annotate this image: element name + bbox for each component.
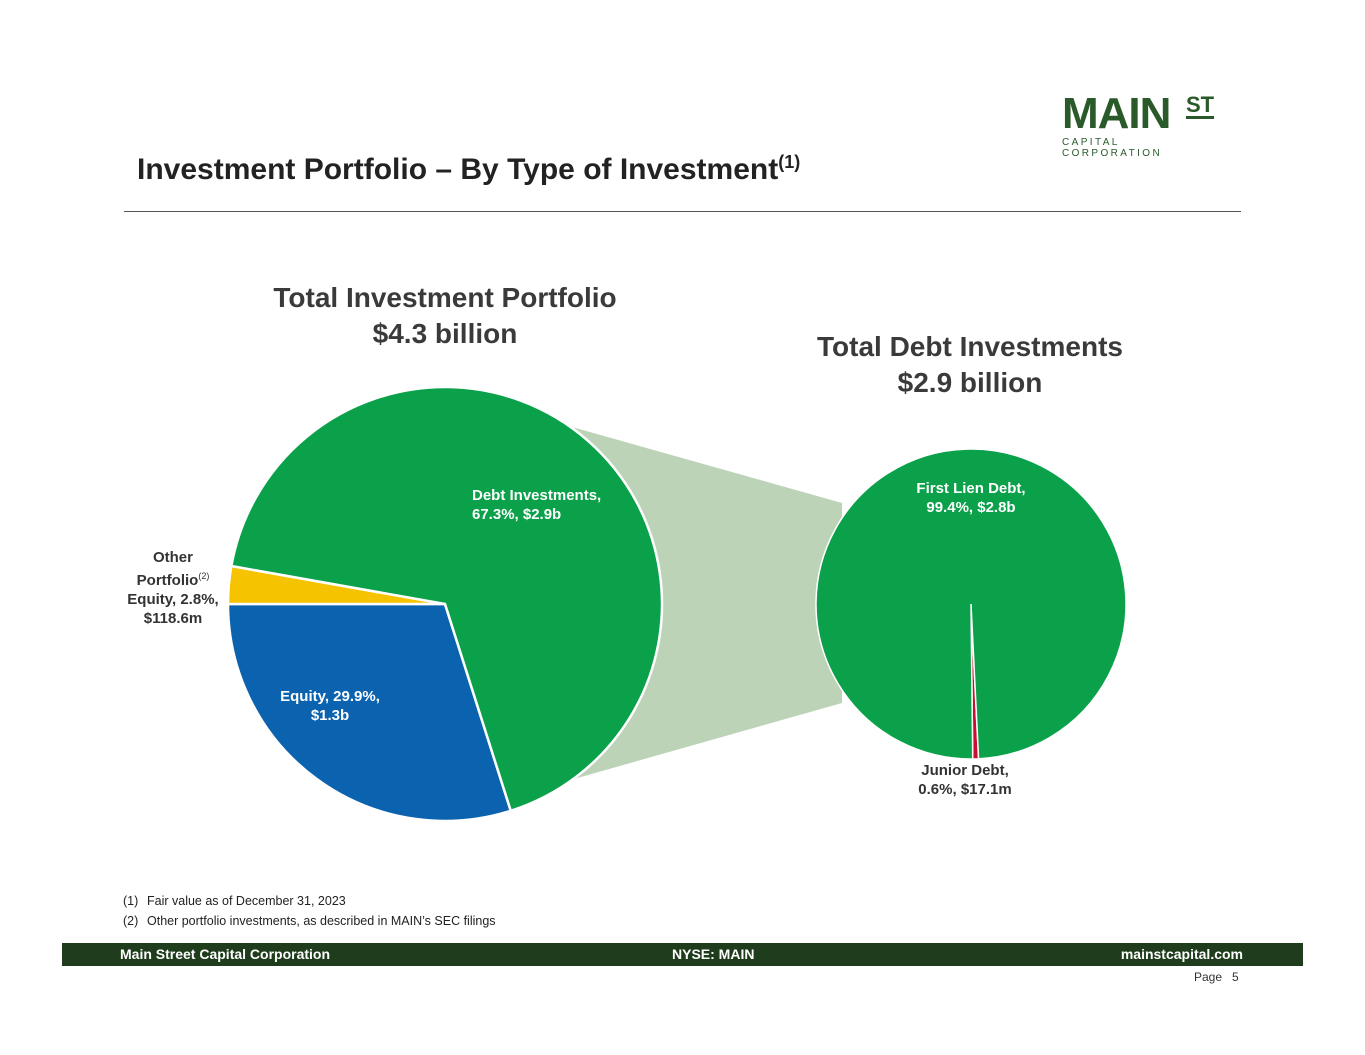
label-other-line2-text: Portfolio xyxy=(136,572,199,589)
logo-main: MAIN xyxy=(1062,89,1171,138)
footer-bar: Main Street Capital Corporation NYSE: MA… xyxy=(62,943,1303,966)
label-equity: Equity, 29.9%, $1.3b xyxy=(255,687,405,725)
label-other-line2: Portfolio(2) xyxy=(103,567,243,590)
footnote-1: (1) Fair value as of December 31, 2023 xyxy=(123,894,346,908)
page-title: Investment Portfolio – By Type of Invest… xyxy=(137,152,800,187)
main-street-logo: MAIN ST CAPITAL CORPORATION xyxy=(1062,89,1224,159)
label-other-line1: Other xyxy=(152,549,193,566)
footnote-1-num: (1) xyxy=(123,894,139,908)
footnote-2: (2) Other portfolio investments, as descr… xyxy=(123,914,496,928)
label-debt: Debt Investments, 67.3%, $2.9b xyxy=(450,486,672,524)
footnote-1-text: Fair value as of December 31, 2023 xyxy=(147,894,346,908)
footer-company: Main Street Capital Corporation xyxy=(120,946,331,962)
label-first-line2: 99.4%, $2.8b xyxy=(926,499,1016,516)
label-first-line1: First Lien Debt, xyxy=(916,480,1026,497)
label-junior-line1: Junior Debt, xyxy=(921,762,1009,779)
logo-sub: CAPITAL CORPORATION xyxy=(1062,137,1163,159)
label-debt-line2: 67.3%, $2.9b xyxy=(472,506,562,523)
chart2-title-text: Total Debt Investments xyxy=(817,331,1123,362)
label-junior: Junior Debt, 0.6%, $17.1m xyxy=(865,761,1065,799)
chart2-subtitle: $2.9 billion xyxy=(897,367,1043,398)
chart1-title: Total Investment Portfolio $4.3 billion xyxy=(220,280,670,352)
title-footnote: (1) xyxy=(778,152,801,172)
footer-website[interactable]: mainstcapital.com xyxy=(1120,946,1243,962)
chart1-subtitle: $4.3 billion xyxy=(372,318,518,349)
chart2-title: Total Debt Investments $2.9 billion xyxy=(745,329,1195,401)
page-label: Page xyxy=(1194,970,1223,984)
title-text: Investment Portfolio – By Type of Invest… xyxy=(137,153,779,186)
chart1-title-text: Total Investment Portfolio xyxy=(273,282,617,313)
pie1-slice-debt-investments xyxy=(229,385,664,813)
footnote-2-num: (2) xyxy=(123,914,139,928)
pie2-slice-first-lien-debt xyxy=(815,448,1127,760)
label-other-line3: Equity, 2.8%, xyxy=(127,591,219,608)
label-junior-line2: 0.6%, $17.1m xyxy=(918,781,1012,798)
label-other-footnote: (2) xyxy=(198,571,210,581)
title-divider xyxy=(124,211,1241,212)
pie1-slice-equity xyxy=(226,602,513,823)
page-num: 5 xyxy=(1232,970,1239,984)
logo-st: ST xyxy=(1186,92,1215,119)
footer-ticker: NYSE: MAIN xyxy=(672,946,755,962)
label-first-lien: First Lien Debt, 99.4%, $2.8b xyxy=(876,479,1066,517)
footnote-2-text: Other portfolio investments, as describe… xyxy=(147,914,496,928)
page-number: Page 5 xyxy=(1194,970,1239,984)
label-debt-line1: Debt Investments, xyxy=(472,487,602,504)
label-other: Other Portfolio(2) Equity, 2.8%, $118.6m xyxy=(103,548,243,628)
label-equity-line2: $1.3b xyxy=(310,707,350,724)
label-other-line4: $118.6m xyxy=(143,610,203,627)
label-equity-line1: Equity, 29.9%, xyxy=(280,688,380,705)
